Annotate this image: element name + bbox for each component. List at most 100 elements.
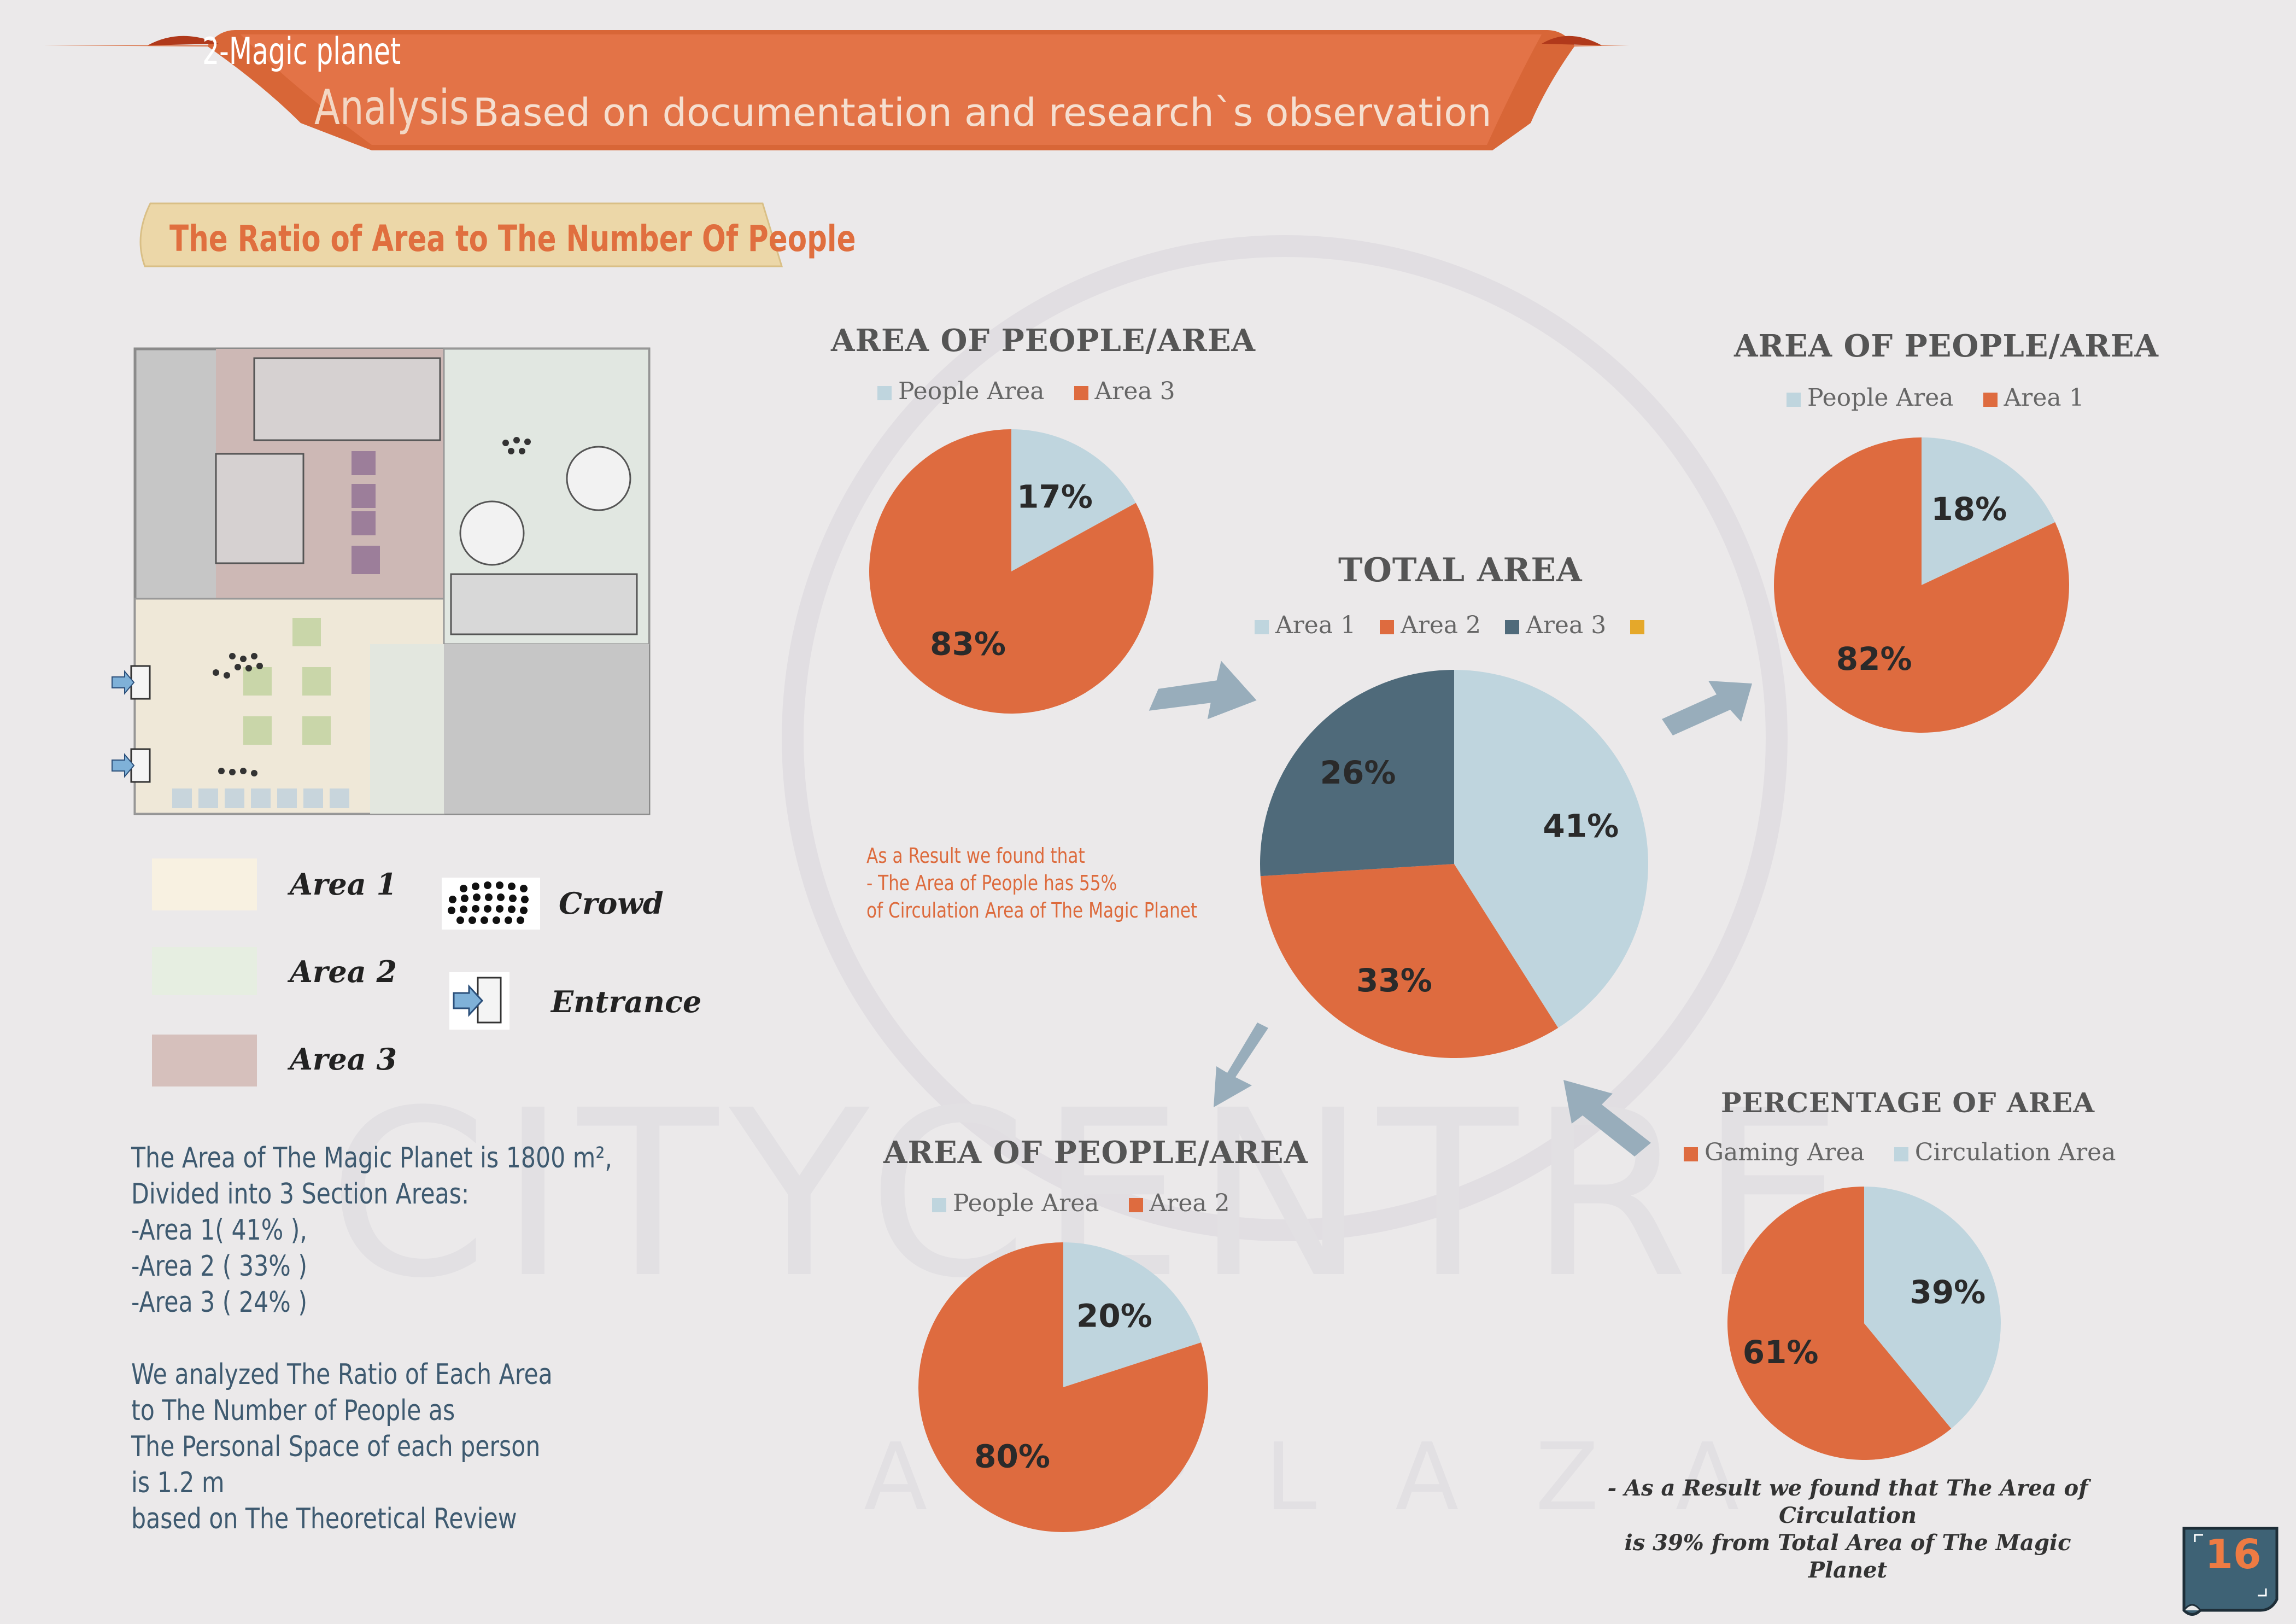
key-label-area3: Area 3 [290,1042,397,1077]
legend-item: Area 2 [1380,611,1481,639]
pie-data-label: 39% [1910,1274,1985,1311]
legend-label: Circulation Area [1914,1138,2116,1166]
legend-item: Area 1 [1983,384,2084,412]
pie-data-label: 26% [1320,754,1396,791]
legend-item: Area 2 [1128,1189,1230,1217]
legend-label: People Area [1807,384,1954,412]
pie-slice [1260,670,1454,877]
legend-swatch [1684,1147,1698,1161]
pie-slice [1063,1242,1202,1387]
description-line: The Personal Space of each person [131,1430,541,1463]
header-subtitle: Based on documentation and research`s ob… [473,90,1492,135]
chart-legend-area3: People Area Area 3 [877,377,1197,405]
description-line: -Area 1( 41% ), [131,1214,307,1247]
result-line: - As a Result we found that The Area of … [1607,1475,2088,1528]
description-line: -Area 3 ( 24% ) [131,1286,307,1319]
pie-chart-percentage: 61% 39% [1727,1187,2001,1460]
arrow-icon [1662,681,1752,735]
crowd-icon [442,878,540,930]
chart-legend-percentage: Gaming Area Circulation Area [1684,1138,2137,1166]
pie-data-label: 18% [1931,490,2007,528]
pie-slice [1727,1187,1952,1460]
chart-title-percentage: PERCENTAGE OF AREA [1721,1086,2095,1119]
result-line: As a Result we found that [866,844,1085,868]
description-text: The Area of The Magic Planet is 1800 m²,… [131,1140,612,1537]
legend-swatch [932,1197,946,1212]
arrow-icon [1563,1080,1651,1156]
pie-chart-area3: 17% 83% [869,429,1153,714]
legend-swatch [1380,620,1395,634]
pie-data-label: 41% [1543,808,1619,845]
page-number-badge [2182,1527,2279,1616]
chart-title-total: TOTAL AREA [1338,551,1583,589]
page-number: 16 [2205,1531,2262,1578]
entrance-icon [112,665,151,700]
arrow-icon [1149,661,1257,720]
legend-swatch [1074,385,1088,400]
result-line: is 39% from Total Area of The Magic Plan… [1624,1530,2071,1583]
chart-title-area1: AREA OF PEOPLE/AREA [1734,328,2159,364]
key-label-area1: Area 1 [290,867,397,902]
legend-label: Area 2 [1149,1189,1230,1217]
description-line: is 1.2 m [131,1467,225,1499]
legend-item: People Area [932,1189,1099,1217]
pie-chart-area2: 20% 80% [918,1242,1208,1532]
legend-swatch [1787,392,1801,407]
pie-data-label: 33% [1356,962,1432,999]
description-line: -Area 2 ( 33% ) [131,1250,307,1283]
legend-swatch [1255,620,1269,634]
result-line: - The Area of People has 55% [866,871,1117,895]
pie-slice [1774,437,2069,733]
legend-item [1630,611,1651,639]
legend-label: Area 1 [1275,611,1356,639]
section-title: The Ratio of Area to The Number Of Peopl… [169,218,856,260]
legend-label: Area 3 [1526,611,1607,639]
chart-legend-area1: People Area Area 1 [1787,384,2106,412]
entrance-icon [112,748,151,783]
description-line: We analyzed The Ratio of Each Area [131,1358,553,1391]
pie-data-label: 17% [1017,478,1093,516]
legend-item: People Area [877,377,1045,405]
pie-slice [918,1242,1208,1532]
legend-item: Circulation Area [1894,1138,2116,1166]
chart-legend-total: Area 1 Area 2 Area 3 [1255,611,1673,639]
pie-slice [1011,429,1136,571]
description-line: The Area of The Magic Planet is 1800 m², [131,1142,612,1175]
legend-label: Area 2 [1401,611,1481,639]
legend-label: People Area [953,1189,1099,1217]
legend-label: Gaming Area [1705,1138,1865,1166]
pie-data-label: 83% [930,625,1006,662]
pie-slice [1864,1187,2001,1429]
description-line: Divided into 3 Section Areas: [131,1178,470,1211]
legend-label: People Area [898,377,1045,405]
pie-slice [1260,864,1559,1058]
pie-slice [1454,670,1648,1028]
pie-data-label: 82% [1836,640,1912,677]
chart-title-area3: AREA OF PEOPLE/AREA [831,323,1256,359]
legend-item: People Area [1787,384,1954,412]
result-text-left: As a Result we found that - The Area of … [866,842,1197,924]
legend-item: Area 1 [1255,611,1356,639]
legend-item: Area 3 [1505,611,1606,639]
header-title-analysis: Analysis [314,79,469,136]
key-swatch-area2 [152,947,257,995]
legend-swatch [1630,620,1645,634]
result-line: of Circulation Area of The Magic Planet [866,898,1198,922]
header-banner [44,30,1629,150]
description-line: to The Number of People as [131,1394,455,1427]
arrow-icon [1214,1023,1268,1107]
pie-slice [869,429,1153,714]
description-line: based on The Theoretical Review [131,1503,517,1535]
legend-label: Area 3 [1094,377,1175,405]
chart-title-area2: AREA OF PEOPLE/AREA [883,1135,1308,1171]
legend-swatch [1983,392,1998,407]
header-title: 2-Magic planet [202,30,401,73]
legend-swatch [1894,1147,1908,1161]
legend-label: Area 1 [2004,384,2084,412]
pie-slice [1922,437,2055,585]
pie-data-label: 80% [974,1438,1050,1475]
legend-item: Area 3 [1074,377,1175,405]
key-label-entrance: Entrance [551,984,702,1019]
legend-item: Gaming Area [1684,1138,1865,1166]
